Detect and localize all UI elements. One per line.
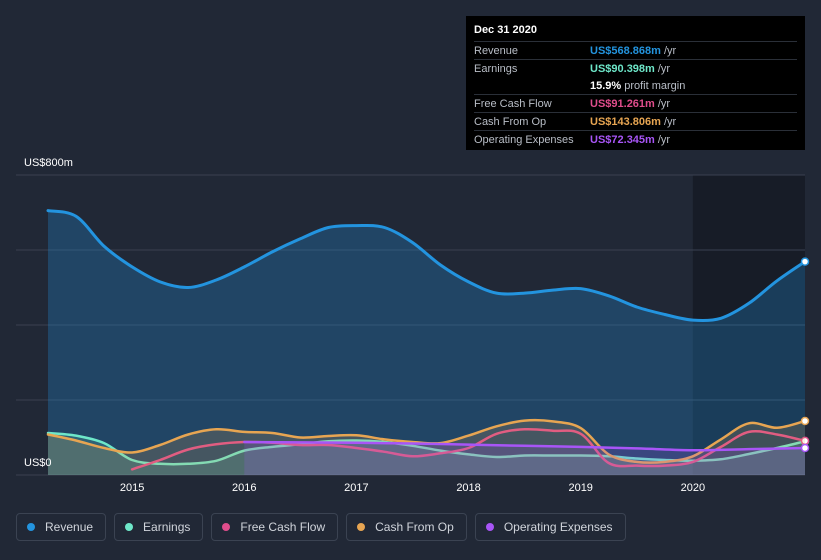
tooltip-row-unit: /yr bbox=[663, 44, 677, 57]
tooltip-row: Operating Expenses US$72.345m/yr bbox=[474, 130, 797, 148]
x-tick-label: 2018 bbox=[456, 482, 480, 494]
x-tick-label: 2015 bbox=[120, 482, 144, 494]
series-end-marker-operating-expenses bbox=[800, 443, 810, 453]
legend-dot-icon bbox=[357, 523, 366, 531]
tooltip-row-unit: /yr bbox=[657, 97, 671, 110]
chart-plot: 2015 2016 2017 2018 2019 2020 US$800m US$0 bbox=[16, 157, 810, 494]
legend-item-revenue[interactable]: Revenue bbox=[16, 513, 107, 541]
legend-label: Operating Expenses bbox=[503, 520, 613, 534]
series-end-marker-cash-from-op bbox=[800, 416, 810, 426]
tooltip-row-label: Revenue bbox=[474, 44, 519, 57]
tooltip-row-value: US$143.806m bbox=[590, 115, 661, 128]
legend-item-cash-from-op[interactable]: Cash From Op bbox=[346, 513, 467, 541]
tooltip-row-unit: /yr bbox=[663, 115, 677, 128]
tooltip-date: Dec 31 2020 bbox=[474, 24, 537, 36]
tooltip-row: Free Cash Flow US$91.261m/yr bbox=[474, 94, 797, 112]
legend-dot-icon bbox=[27, 523, 35, 531]
legend-label: Revenue bbox=[45, 520, 94, 534]
legend-dot-icon bbox=[125, 523, 134, 531]
x-tick-label: 2017 bbox=[344, 482, 368, 494]
tooltip-row-value: US$91.261m bbox=[590, 97, 655, 110]
legend-label: Cash From Op bbox=[375, 520, 454, 534]
series-end-marker-revenue bbox=[800, 257, 810, 266]
tooltip-row-label: Earnings bbox=[474, 62, 518, 75]
tooltip-row: Revenue US$568.868m/yr bbox=[474, 41, 797, 59]
tooltip-row-value: US$72.345m bbox=[590, 133, 655, 146]
y-axis-top-label: US$800m bbox=[24, 157, 73, 169]
legend-label: Free Cash Flow bbox=[240, 520, 326, 534]
legend-dot-icon bbox=[485, 523, 494, 531]
x-tick-label: 2019 bbox=[568, 482, 592, 494]
tooltip-row-label: Cash From Op bbox=[474, 115, 547, 128]
series-line-revenue bbox=[46, 209, 807, 323]
tooltip-row-value: US$90.398m bbox=[590, 62, 655, 75]
legend-item-operating-expenses[interactable]: Operating Expenses bbox=[474, 513, 626, 541]
legend-item-free-cash-flow[interactable]: Free Cash Flow bbox=[211, 513, 339, 541]
legend-label: Earnings bbox=[143, 520, 191, 534]
series-line-operating-expenses bbox=[243, 440, 807, 452]
series-area-revenue bbox=[48, 210, 805, 475]
chart-tooltip: Dec 31 2020 Revenue US$568.868m/yr Earning… bbox=[466, 16, 805, 150]
tooltip-row: Earnings US$90.398m/yr bbox=[474, 59, 797, 77]
x-tick-label: 2016 bbox=[232, 482, 256, 494]
tooltip-row-unit: /yr bbox=[657, 62, 671, 75]
tooltip-row-unit: profit margin bbox=[624, 79, 686, 92]
tooltip-row-label: Operating Expenses bbox=[474, 133, 574, 146]
x-tick-label: 2020 bbox=[681, 482, 705, 494]
legend-dot-icon bbox=[222, 523, 231, 531]
tooltip-row-unit: /yr bbox=[657, 133, 671, 146]
tooltip-row: 15.9% profit margin bbox=[474, 77, 797, 94]
series-area-cash-from-op bbox=[48, 420, 805, 475]
tooltip-row-value: US$568.868m bbox=[590, 44, 661, 57]
chart-legend: Revenue Earnings Free Cash Flow Cash From O… bbox=[16, 513, 626, 541]
tooltip-row: Cash From Op US$143.806m/yr bbox=[474, 112, 797, 130]
legend-item-earnings[interactable]: Earnings bbox=[114, 513, 204, 541]
tooltip-row-value: 15.9% bbox=[590, 79, 622, 92]
tooltip-row-label: Free Cash Flow bbox=[474, 97, 552, 110]
y-axis-bottom-label: US$0 bbox=[24, 457, 52, 469]
